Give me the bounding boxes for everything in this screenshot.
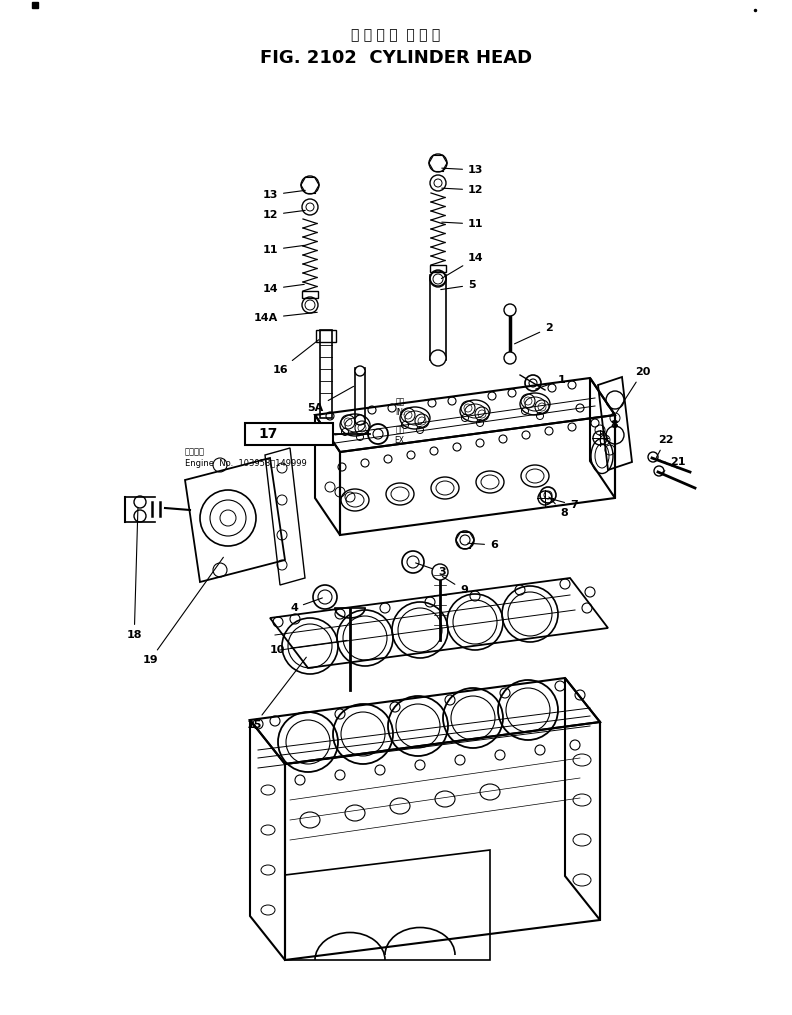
Text: シ リ ン ダ  ヘ ッ ド: シ リ ン ダ ヘ ッ ド	[352, 28, 440, 42]
Text: 6: 6	[468, 540, 498, 550]
Text: 21: 21	[662, 457, 686, 472]
Text: 22: 22	[657, 435, 673, 458]
Circle shape	[504, 352, 516, 364]
Text: 2: 2	[515, 323, 553, 344]
Text: 入口
IN.: 入口 IN.	[395, 397, 406, 417]
Bar	[355, 368, 365, 423]
Text: Engine  No.  103958～149999: Engine No. 103958～149999	[185, 459, 307, 468]
Text: 14: 14	[262, 284, 304, 294]
Circle shape	[355, 366, 365, 376]
Text: 出口
EX.: 出口 EX.	[394, 425, 406, 445]
Circle shape	[504, 304, 516, 316]
Text: 14A: 14A	[253, 313, 318, 323]
Text: 8: 8	[600, 420, 618, 435]
Text: 15: 15	[246, 657, 307, 730]
Text: FIG. 2102  CYLINDER HEAD: FIG. 2102 CYLINDER HEAD	[260, 49, 532, 67]
Bar	[316, 330, 336, 342]
Text: 12: 12	[262, 210, 305, 220]
Text: 19: 19	[143, 557, 223, 665]
Bar	[430, 275, 446, 360]
Text: 17: 17	[258, 427, 277, 441]
Text: 4: 4	[290, 598, 322, 613]
Text: 13: 13	[263, 190, 305, 200]
Text: 12: 12	[442, 185, 483, 195]
Text: 10: 10	[269, 640, 347, 655]
Circle shape	[432, 564, 448, 580]
Text: 8: 8	[549, 497, 568, 518]
Text: 11: 11	[262, 245, 304, 255]
Text: 13: 13	[442, 165, 483, 175]
Text: 14: 14	[441, 253, 484, 278]
Text: 11: 11	[442, 219, 483, 229]
Bar	[320, 330, 332, 418]
Circle shape	[430, 270, 446, 286]
Text: 適用番号: 適用番号	[185, 448, 205, 457]
Text: 5: 5	[440, 280, 476, 290]
Circle shape	[430, 350, 446, 366]
Bar	[302, 291, 318, 298]
Text: 16: 16	[272, 340, 319, 375]
Bar	[245, 423, 333, 445]
Text: 3: 3	[416, 563, 446, 577]
Bar	[430, 265, 446, 272]
Text: 18: 18	[127, 508, 142, 640]
Text: 1: 1	[535, 375, 565, 389]
Text: 5A: 5A	[307, 387, 353, 413]
Text: 20: 20	[616, 367, 650, 413]
Circle shape	[355, 415, 365, 425]
Text: 7: 7	[550, 498, 577, 510]
Text: 9: 9	[443, 577, 468, 595]
